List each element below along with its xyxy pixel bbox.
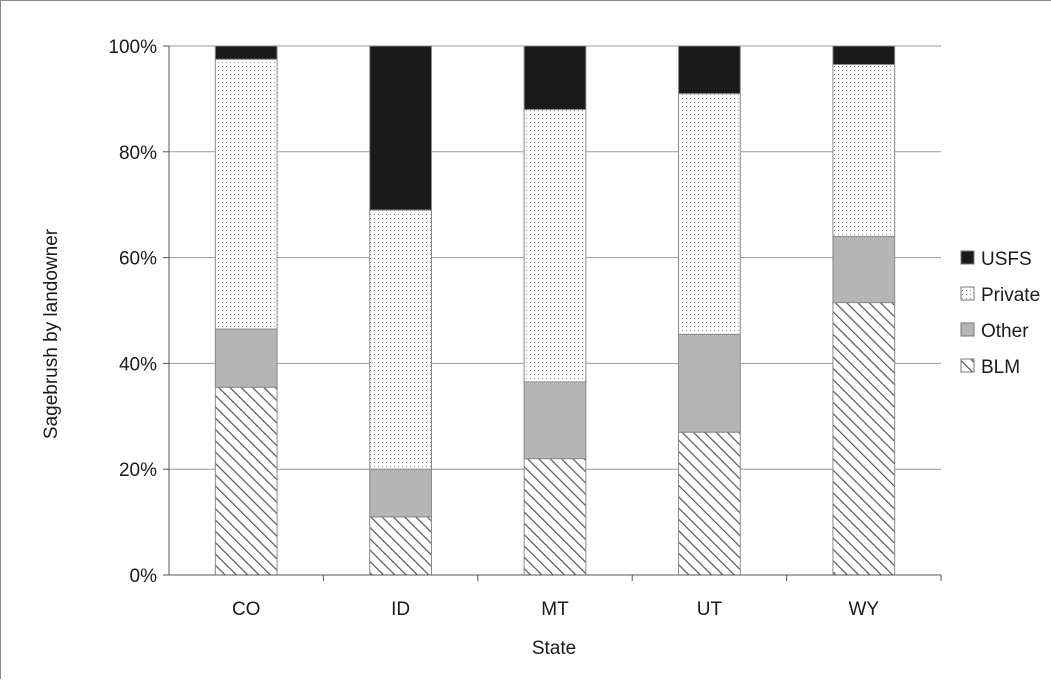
legend-swatch-blm [960, 358, 975, 373]
legend-swatch-private [960, 286, 975, 301]
bar-segment-blm-ut [678, 431, 741, 576]
bar-segment-usfs-co [214, 45, 278, 60]
bar-segment-usfs-wy [832, 45, 896, 66]
y-axis-title: Sagebrush by landowner [41, 228, 62, 439]
bar-segment-blm-mt [523, 458, 587, 576]
y-tick-label: 20% [119, 460, 157, 481]
bar-segment-blm-wy [832, 302, 896, 576]
x-tick-label: ID [391, 599, 410, 620]
bar-segment-blm-co [214, 386, 278, 576]
y-tick-label: 80% [119, 143, 157, 164]
legend-swatch-usfs [960, 250, 975, 265]
bars [214, 45, 896, 576]
bar-segment-blm-id [369, 516, 432, 576]
bar-segment-other-ut [678, 333, 741, 433]
axes [163, 45, 942, 581]
legend-swatch-other [960, 322, 975, 337]
legend-label-blm: BLM [981, 357, 1020, 378]
bar-segment-other-id [369, 468, 432, 518]
x-tick-label: CO [232, 599, 261, 620]
bar-segment-private-wy [832, 64, 896, 237]
bar-segment-private-ut [678, 93, 741, 335]
y-tick-label: 40% [119, 354, 157, 375]
legend-label-other: Other [981, 321, 1029, 342]
tick-labels: 0% 20% 40% 60% 80% 100% CO ID MT UT WY [108, 37, 879, 620]
bar-segment-other-mt [523, 381, 587, 460]
bar-segment-usfs-mt [523, 45, 587, 110]
bar-segment-private-co [214, 58, 278, 330]
bar-segment-other-wy [832, 235, 896, 304]
y-tick-label: 100% [108, 37, 157, 58]
y-tick-label: 0% [130, 566, 158, 587]
bar-segment-usfs-ut [678, 45, 741, 95]
bar-segment-private-id [369, 209, 432, 470]
bar-segment-usfs-id [369, 45, 432, 211]
x-tick-label: MT [541, 599, 569, 620]
legend-label-private: Private [981, 285, 1040, 306]
bar-segment-other-co [214, 328, 278, 388]
x-tick-label: UT [697, 599, 723, 620]
y-tick-label: 60% [119, 249, 157, 270]
legend: USFS Private Other BLM [960, 249, 1040, 378]
x-tick-label: WY [848, 599, 879, 620]
bar-segment-private-mt [523, 108, 587, 383]
legend-label-usfs: USFS [981, 249, 1032, 270]
x-axis-title: State [532, 638, 576, 659]
